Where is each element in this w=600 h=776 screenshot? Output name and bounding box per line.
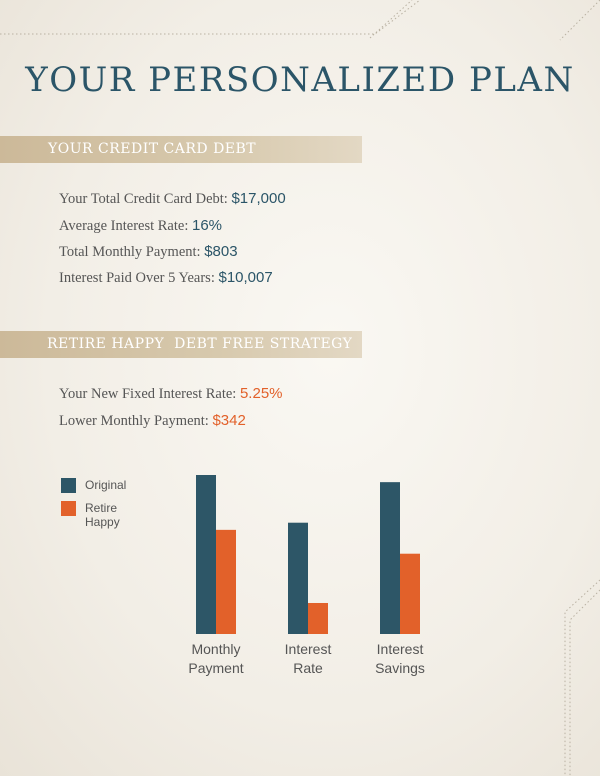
bar-original [196,475,216,634]
total-debt-row: Your Total Credit Card Debt: $17,000 [59,190,286,208]
legend-label: Original [85,478,127,492]
row-label: Your Total Credit Card Debt: [59,191,228,207]
lower-payment-row: Lower Monthly Payment: $342 [59,412,246,430]
row-value: $803 [204,243,238,260]
category-label: Monthly Payment [188,641,244,676]
section-header-credit-card-debt: YOUR CREDIT CARD DEBT [0,136,362,163]
row-label: Average Interest Rate: [59,218,189,234]
interest-paid-row: Interest Paid Over 5 Years: $10,007 [59,269,273,287]
row-value: 16% [192,217,223,234]
legend-swatch [61,501,76,516]
legend-label: Retire Happy [85,501,120,529]
row-label: Total Monthly Payment: [59,244,201,260]
section-heading: RETIRE HAPPY DEBT FREE STRATEGY [47,336,353,352]
bar-original [288,522,308,634]
interest-rate-row: Average Interest Rate: 16% [59,217,222,235]
bar-original [380,482,400,634]
section-heading: YOUR CREDIT CARD DEBT [48,141,257,157]
category-label: Interest Rate [284,641,332,676]
bar-retire-happy [308,602,328,634]
category-label: Interest Savings [375,641,425,676]
page-title: YOUR PERSONALIZED PLAN [25,60,575,100]
bar-retire-happy [400,553,420,634]
section-header-strategy: RETIRE HAPPY DEBT FREE STRATEGY [0,331,362,358]
row-label: Interest Paid Over 5 Years: [59,270,215,286]
row-value: 5.25% [239,385,283,402]
row-value: $10,007 [218,269,273,286]
new-interest-rate-row: Your New Fixed Interest Rate: 5.25% [59,385,283,403]
monthly-payment-row: Total Monthly Payment: $803 [59,243,238,261]
row-value: $342 [212,412,246,429]
bar-retire-happy [216,529,236,634]
row-label: Your New Fixed Interest Rate: [59,386,237,402]
row-value: $17,000 [231,190,286,207]
row-label: Lower Monthly Payment: [59,413,209,429]
legend-swatch [61,478,76,493]
